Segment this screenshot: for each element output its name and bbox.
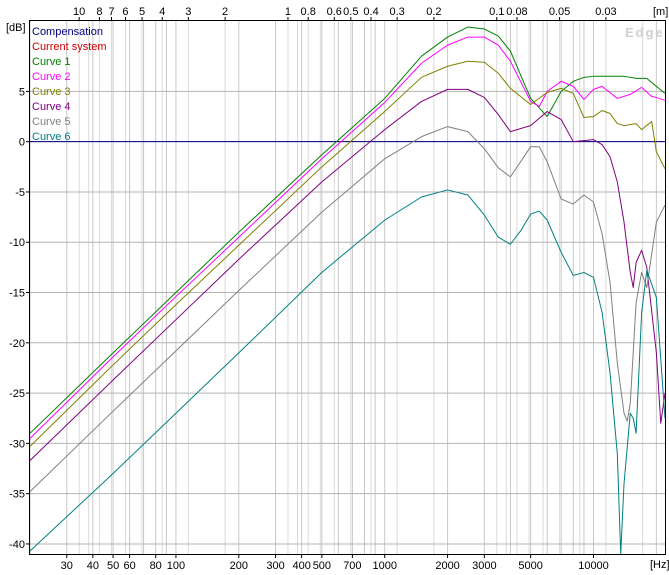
- y-tick-label: -5: [15, 187, 25, 199]
- legend-entry: Compensation: [32, 26, 103, 38]
- top-tick-label: 2: [222, 6, 228, 18]
- series-layer: [29, 26, 666, 555]
- top-tick-label: 0.4: [363, 6, 378, 18]
- top-tick-label: 1: [285, 6, 291, 18]
- series-line-5: [29, 88, 666, 461]
- series-line-4: [29, 60, 666, 447]
- legend-entry: Curve 5: [32, 116, 71, 128]
- legend-entry: Curve 4: [32, 101, 71, 113]
- x-axis-unit-label: [Hz]: [650, 559, 669, 571]
- top-tick-label: 5: [139, 6, 145, 18]
- top-tick-label: 0.08: [506, 6, 527, 18]
- y-tick-label: -30: [9, 438, 25, 450]
- series-line-3: [29, 36, 666, 439]
- top-tick-label: 3: [185, 6, 191, 18]
- top-tick-label: 0.6: [327, 6, 342, 18]
- top-axis-unit-label: [m]: [653, 6, 668, 18]
- top-tick-label: 0.1: [489, 6, 504, 18]
- top-tick-label: 0.03: [595, 6, 616, 18]
- x-tick-label: 30: [61, 560, 73, 572]
- x-tick-label: 100: [167, 560, 185, 572]
- x-tick-label: 40: [87, 560, 99, 572]
- legend-entry: Curve 6: [32, 131, 71, 143]
- y-tick-label: -25: [9, 388, 25, 400]
- top-tick-label: 4: [159, 6, 165, 18]
- x-tick-label: 300: [266, 560, 284, 572]
- top-tick-label: 0.2: [426, 6, 441, 18]
- x-tick-label: 60: [123, 560, 135, 572]
- top-axis: 10 8 7 6 5 4 3 2 1 0.8 0.6 0.5 0.4 0.3 0.2 0.1 0.08 0.05 0…: [73, 6, 617, 21]
- y-tick-label: 5: [19, 86, 25, 98]
- y-tick-label: -40: [9, 539, 25, 551]
- x-tick-label: 80: [150, 560, 162, 572]
- series-line-6: [29, 126, 666, 493]
- x-tick-label: 400: [292, 560, 310, 572]
- top-tick-label: 0.5: [343, 6, 358, 18]
- y-tick-label: -15: [9, 288, 25, 300]
- legend-entry: Curve 2: [32, 71, 71, 83]
- y-axis-unit-label: [dB]: [6, 22, 26, 34]
- y-tick-label: -10: [9, 237, 25, 249]
- watermark-text: Edge: [625, 25, 665, 40]
- y-tick-label: 0: [19, 137, 25, 149]
- minor-grid: [29, 21, 657, 554]
- legend-entry: Curve 3: [32, 86, 71, 98]
- x-tick-label: 1000: [372, 560, 396, 572]
- top-tick-label: 0.3: [389, 6, 404, 18]
- left-axis: 5 0 -5 -10 -15 -20 -25 -30 -35 -40: [9, 86, 30, 551]
- top-tick-label: 8: [96, 6, 102, 18]
- top-tick-label: 10: [73, 6, 85, 18]
- top-tick-label: 6: [122, 6, 128, 18]
- x-tick-label: 50: [107, 560, 119, 572]
- x-tick-label: 200: [230, 560, 248, 572]
- x-tick-label: 3000: [472, 560, 496, 572]
- x-tick-label: 2000: [435, 560, 459, 572]
- bottom-axis: 30 40 50 60 80 100 200 300 400 500 700 1000 2000 3000…: [61, 554, 609, 572]
- top-tick-label: 0.8: [301, 6, 316, 18]
- legend: Compensation Current system Curve 1 Curve 2…: [32, 26, 107, 143]
- legend-entry: Curve 1: [32, 56, 71, 68]
- x-tick-label: 5000: [518, 560, 542, 572]
- y-tick-label: -20: [9, 338, 25, 350]
- y-tick-label: -35: [9, 489, 25, 501]
- x-tick-label: 10000: [578, 560, 609, 572]
- x-tick-label: 700: [343, 560, 361, 572]
- top-tick-label: 7: [108, 6, 114, 18]
- legend-entry: Current system: [32, 41, 107, 53]
- series-line-7: [29, 189, 666, 555]
- top-tick-label: 0.05: [549, 6, 570, 18]
- x-tick-label: 500: [313, 560, 331, 572]
- series-line-2: [29, 26, 666, 434]
- plot-frame: [29, 20, 666, 555]
